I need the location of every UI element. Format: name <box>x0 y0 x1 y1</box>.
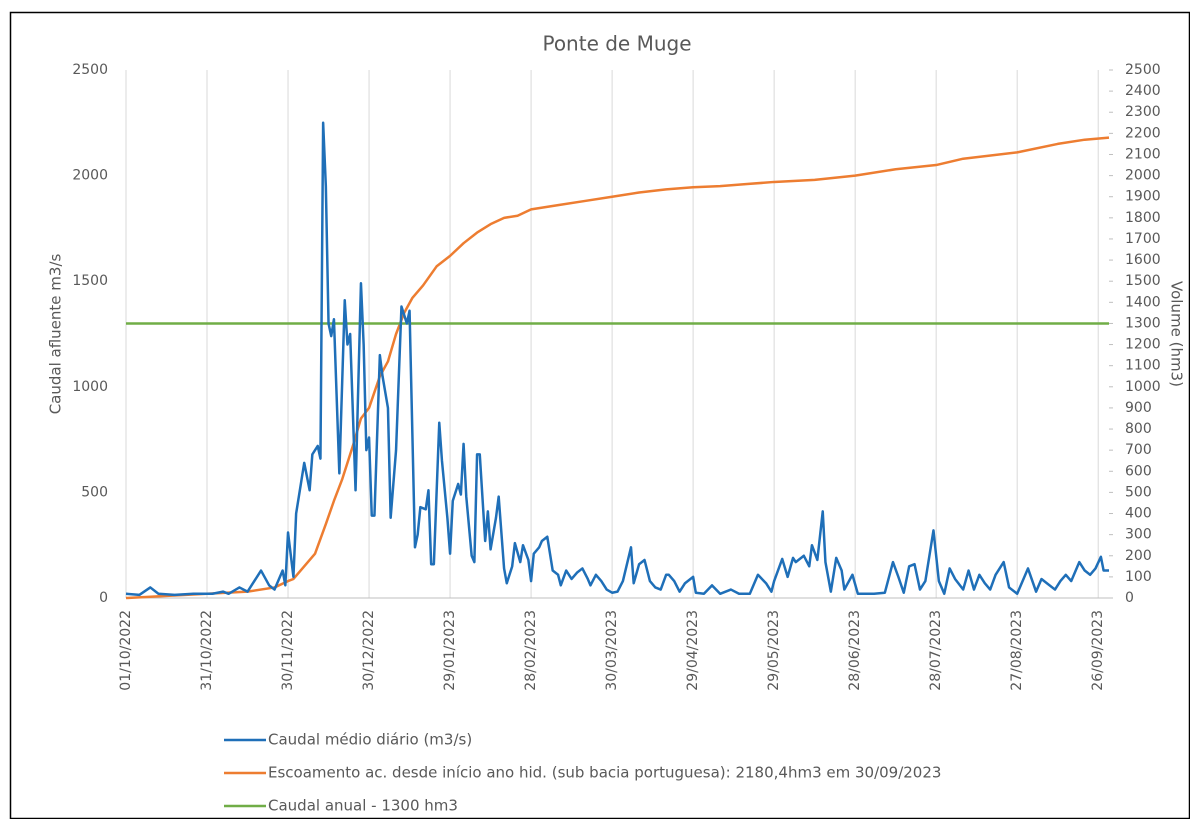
y2-tick-label: 1500 <box>1125 273 1161 289</box>
y2-tick-label: 300 <box>1125 527 1152 543</box>
y2-tick-label: 2000 <box>1125 168 1161 184</box>
y2-tick-label: 2300 <box>1125 104 1161 120</box>
legend-label: Caudal anual - 1300 hm3 <box>268 797 458 815</box>
y2-tick-label: 400 <box>1125 506 1152 522</box>
x-tick-label: 30/03/2023 <box>604 610 620 691</box>
y2-tick-label: 2400 <box>1125 83 1161 99</box>
x-tick-label: 28/02/2023 <box>523 610 539 691</box>
y2-tick-label: 800 <box>1125 421 1152 437</box>
x-tick-label: 27/08/2023 <box>1009 610 1025 691</box>
y2-tick-label: 2100 <box>1125 146 1161 162</box>
y2-tick-label: 900 <box>1125 400 1152 416</box>
y-tick-label: 0 <box>99 590 108 606</box>
y2-tick-label: 2500 <box>1125 62 1161 78</box>
series-line <box>125 121 1109 597</box>
x-tick-label: 29/05/2023 <box>766 610 782 691</box>
x-tick-label: 26/09/2023 <box>1090 610 1106 691</box>
y2-tick-label: 600 <box>1125 463 1152 479</box>
x-tick-label: 29/04/2023 <box>685 610 701 691</box>
x-tick-label: 30/11/2022 <box>280 610 296 691</box>
y2-tick-label: 0 <box>1125 590 1134 606</box>
x-tick-label: 29/01/2023 <box>442 610 458 691</box>
x-tick-label: 01/10/2022 <box>118 610 134 691</box>
y2-tick-label: 100 <box>1125 569 1152 585</box>
x-tick-label: 28/06/2023 <box>847 610 863 691</box>
y2-tick-label: 1400 <box>1125 294 1161 310</box>
y-axis-label: Caudal afluente m3/s <box>47 254 65 415</box>
x-tick-label: 31/10/2022 <box>199 610 215 691</box>
y2-axis-label: Volume (hm3) <box>1168 281 1186 387</box>
y-tick-label: 2500 <box>72 62 108 78</box>
y-tick-label: 1000 <box>72 379 108 395</box>
y2-tick-label: 1100 <box>1125 358 1161 374</box>
y2-tick-label: 1600 <box>1125 252 1161 268</box>
chart-title: Ponte de Muge <box>542 32 691 56</box>
series-line <box>125 136 1110 600</box>
y2-tick-label: 500 <box>1125 484 1152 500</box>
legend-label: Caudal médio diário (m3/s) <box>268 731 472 749</box>
y-tick-label: 2000 <box>72 168 108 184</box>
y2-tick-label: 1300 <box>1125 315 1161 331</box>
y2-tick-label: 2200 <box>1125 125 1161 141</box>
x-tick-label: 28/07/2023 <box>928 610 944 691</box>
y2-tick-label: 1800 <box>1125 210 1161 226</box>
y-tick-label: 1500 <box>72 273 108 289</box>
y2-tick-label: 1000 <box>1125 379 1161 395</box>
y2-tick-label: 1200 <box>1125 337 1161 353</box>
legend-label: Escoamento ac. desde início ano hid. (su… <box>268 764 941 782</box>
y2-tick-label: 1900 <box>1125 189 1161 205</box>
y2-tick-label: 1700 <box>1125 231 1161 247</box>
y2-tick-label: 200 <box>1125 548 1152 564</box>
chart-border <box>9 11 1190 819</box>
x-tick-label: 30/12/2022 <box>361 610 377 691</box>
y-tick-label: 500 <box>81 484 108 500</box>
y2-tick-label: 700 <box>1125 442 1152 458</box>
